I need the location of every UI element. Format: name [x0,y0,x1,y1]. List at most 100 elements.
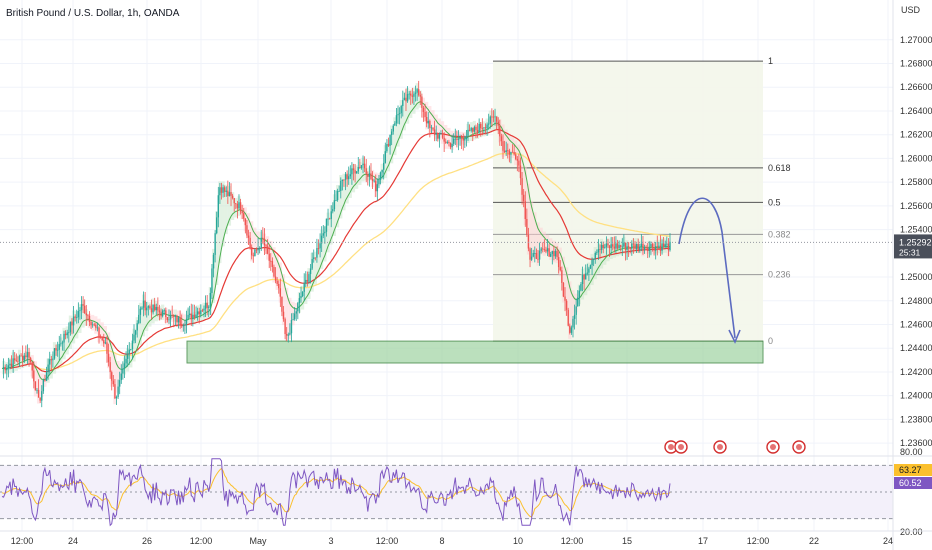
candle-body [101,337,103,341]
candle-body [157,307,159,311]
candle-body [591,259,593,266]
candle-body [139,308,142,315]
candle-body [429,120,431,128]
cloud-segment [393,117,397,156]
price-tick-label: 1.24200 [900,367,932,377]
price-tick-label: 1.26400 [900,106,932,116]
price-axis[interactable]: 1.27000 1.26800 1.26600 1.26400 1.26200 1.260… [892,0,932,550]
candle-body [538,250,541,260]
fib-level-label: 0.5 [768,197,781,207]
cloud-segment [533,212,537,259]
rsi-tick-label: 20.00 [900,527,923,537]
candles [2,80,671,408]
candle-body [80,304,83,311]
candle-body [324,231,326,234]
candle-body [131,340,134,350]
candle-body [239,202,242,212]
rsi-tick-label: 80.00 [900,447,923,457]
candle-body [319,243,321,249]
candle-body [141,307,143,309]
candle-body [18,355,21,362]
candle-body [225,190,227,192]
time-tick-label: 26 [142,536,152,546]
candle-body [42,379,45,392]
candle-body [322,233,324,236]
candle-body [39,397,41,401]
candle-body [522,194,525,202]
candle-body [502,141,504,151]
candle-body [82,304,84,306]
arrow-head [728,329,741,344]
candle-body [604,247,606,249]
candle-body [465,135,468,140]
rsi-panel[interactable] [0,458,893,527]
support-zone[interactable] [186,340,764,364]
candle-body [612,244,614,247]
candle-body [98,327,100,337]
candle-body [476,129,479,133]
candle-body [645,247,647,249]
candle-body [133,334,135,341]
candle-body [184,324,186,326]
cloud-segment [218,181,222,264]
cloud-segment [396,108,400,147]
candle-body [220,187,223,193]
candle-body [492,116,495,118]
candle-body [300,296,302,299]
candle-body [268,253,270,261]
candle-body [117,386,119,397]
cloud-segment [75,311,79,339]
projection-arrow[interactable] [678,197,741,344]
candle-body [37,389,40,398]
cloud-segment [326,212,330,253]
candle-body [543,249,546,250]
candle-body [158,310,161,313]
candle-body [371,179,374,182]
cloud-segment [571,290,575,325]
candle-body [161,310,164,317]
candle-body [95,324,97,328]
candle-body [130,349,132,350]
candle-body [367,174,369,177]
candle-body [580,284,582,291]
candle-body [163,310,165,312]
candle-body [231,195,234,199]
candle-body [368,173,371,177]
candle-countdown: 25:31 [899,247,921,257]
candle-body [435,133,437,135]
candle-body [637,244,639,250]
candle-body [441,133,444,138]
candle-body [15,360,18,362]
candle-body [341,179,344,181]
candle-body [406,94,409,102]
candle-body [120,373,122,381]
candle-body [607,243,609,246]
cloud-segment [14,354,18,371]
cloud-segment [606,239,610,262]
candle-body [446,141,449,143]
candle-body [408,93,410,95]
candle-body [314,257,317,259]
candle-body [621,246,623,248]
candle-body [251,247,253,256]
candle-body [118,380,121,387]
economic-events[interactable] [664,440,806,454]
candle-body [187,314,189,319]
candle-body [293,313,296,320]
rsi-value-tags: 63.27 60.52 [894,464,932,489]
cloud-segment [310,252,314,292]
candle-body [281,296,283,312]
time-axis[interactable]: 12:00 24 26 12:00 May 3 12:00 8 10 12:00 15 17 12:00… [0,530,932,546]
candle-body [570,327,573,333]
cloud-segment [399,100,403,139]
price-tick-label: 1.24400 [900,343,932,353]
candle-body [257,248,259,251]
candle-body [422,107,425,112]
candle-body [276,280,278,284]
candle-body [414,92,417,94]
candle-body [433,129,436,135]
candle-body [136,323,138,331]
candle-body [236,203,239,209]
candle-body [421,96,423,108]
